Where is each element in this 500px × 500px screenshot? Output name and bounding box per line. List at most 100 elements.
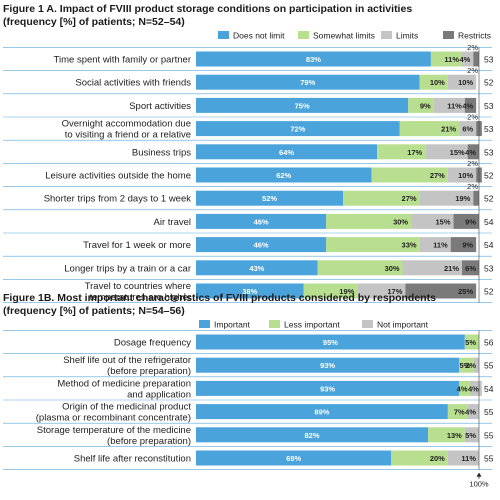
fig1a-data-label: 33% (402, 241, 417, 250)
fig1a-legend-label-2: Limits (396, 31, 418, 41)
fig1a-data-label: 72% (290, 125, 305, 134)
fig1a-data-label: 4% (465, 148, 476, 157)
fig1a-above-label: 2% (467, 159, 478, 168)
fig1a-legend-swatch-1 (298, 31, 309, 39)
fig1b-bar-segment (391, 450, 448, 466)
fig1b-data-label: 4% (465, 408, 476, 417)
fig1a-bar-segment (343, 190, 420, 206)
fig1a-data-label: 9% (465, 217, 476, 226)
fig1b-chart: Important Less important Not important Dosa… (3, 320, 494, 489)
fig1a-data-label: 38% (242, 287, 257, 296)
fig1a-category-label: to visiting a friend or a relative (65, 130, 191, 141)
fig1a-data-label: 19% (339, 287, 354, 296)
fig1b-category-label: (plasma or recombinant concentrate) (36, 413, 191, 424)
fig1a-bar-segment (419, 237, 451, 253)
fig1a-data-label: 25% (458, 287, 473, 296)
fig1a-above-label: 2% (467, 43, 478, 52)
fig1a-bar-segment (411, 213, 454, 229)
fig1a-bar-segment (196, 144, 378, 160)
fig1a-category-label: Overnight accommodation due (62, 119, 191, 130)
fig1b-data-label: 5% (465, 431, 476, 440)
fig1a-category-label: Travel to countries where (85, 281, 191, 292)
fig1a-data-label: 10% (430, 78, 445, 87)
fig1b-data-label: 82% (305, 431, 320, 440)
fig1a-category-label: Social activities with friends (75, 78, 191, 89)
fig1a-category-label: Longer trips by a train or a car (64, 263, 191, 274)
fig1b-data-label: 93% (320, 384, 335, 393)
fig1b-category-label: Shelf life out of the refrigerator (63, 355, 191, 366)
fig1a-above-label: 2% (467, 113, 478, 122)
fig1b-bar-segment (196, 404, 448, 420)
fig1b-bar-segment (196, 427, 429, 443)
fig1a-data-label: 10% (458, 78, 473, 87)
fig1b-data-label: 20% (430, 454, 445, 463)
fig1a-n-label: 53 (484, 101, 494, 111)
fig1a-n-label: 53 (484, 147, 494, 157)
fig1b-category-label: Method of medicine preparation (57, 378, 191, 389)
fig1b-data-label: 13% (447, 431, 462, 440)
fig1a-legend-swatch-2 (381, 31, 392, 39)
fig1b-category-label: Dosage frequency (114, 338, 191, 349)
fig1a-category-label: temperatures are higher (90, 292, 191, 303)
fig1b-n-label: 55 (484, 407, 494, 417)
fig1a-data-label: 46% (254, 217, 269, 226)
fig1a-data-label: 17% (387, 287, 402, 296)
fig1a-bar-segment (371, 167, 448, 183)
fig1b-bar-segment (473, 357, 479, 373)
fig1a-category-label: Business trips (132, 147, 191, 158)
fig1a-data-label: 11% (444, 55, 459, 64)
fig1a-bar-segment (462, 51, 474, 67)
fig1a-bar-segment (462, 260, 479, 276)
fig1a-data-label: 9% (462, 241, 473, 250)
fig1a-n-label: 53 (484, 55, 494, 65)
fig1a-bar-segment (473, 51, 479, 67)
fig1a-bar-segment (419, 190, 474, 206)
fig1b-bar-segment (464, 334, 479, 350)
fig1b-data-label: 5% (459, 361, 470, 370)
fig1a-bar-segment (419, 74, 448, 90)
fig1b-n-label: 54 (484, 384, 494, 394)
fig1a-category-label: Time spent with family or partner (54, 55, 191, 66)
fig1a-data-label: 4% (459, 55, 470, 64)
fig1a-chart: Does not limit Somewhat limits Limits Restr… (3, 31, 494, 303)
fig1b-data-label: 5% (465, 338, 476, 347)
fig1a-bar-segment (317, 260, 403, 276)
fig1a-category-label: Travel for 1 week or more (83, 240, 191, 251)
fig1a-legend-label-3: Restricts (458, 31, 491, 41)
fig1b-title-line2: (frequency [%] of patients; N=54–56) (3, 305, 185, 317)
fig1b-data-label: 93% (320, 361, 335, 370)
fig1a-data-label: 27% (430, 171, 445, 180)
fig1b-axis-end-label: 100% (469, 480, 489, 489)
fig1a-data-label: 4% (462, 101, 473, 110)
fig1a-data-label: 10% (458, 171, 473, 180)
fig1a-data-label: 9% (420, 101, 431, 110)
fig1b-data-label: 4% (468, 384, 479, 393)
fig1b-data-label: 11% (461, 454, 476, 463)
fig1b-data-label: 2% (465, 361, 476, 370)
fig1a-bar-segment (408, 97, 434, 113)
fig1a-data-label: 11% (433, 241, 448, 250)
fig1a-n-label: 52 (484, 171, 494, 181)
fig1a-n-label: 52 (484, 78, 494, 88)
fig1a-data-label: 21% (444, 264, 459, 273)
fig1a-data-label: 52% (262, 194, 277, 203)
fig1a-data-label: 62% (276, 171, 291, 180)
fig1b-category-label: Storage temperature of the medicine (37, 425, 191, 436)
fig1a-legend-label-0: Does not limit (233, 31, 285, 41)
fig1a-data-label: 6% (465, 264, 476, 273)
fig1a-bar-segment (196, 237, 327, 253)
fig1a-bar-segment (196, 97, 409, 113)
fig1b-bar-segment (447, 450, 479, 466)
fig1a-bar-segment (425, 144, 468, 160)
fig1a-data-label: 17% (407, 148, 422, 157)
fig1a-bar-segment (433, 97, 465, 113)
fig1b-bar-segment (196, 380, 460, 396)
fig1a-data-label: 79% (300, 78, 315, 87)
fig1a-legend-swatch-3 (443, 31, 454, 39)
fig1b-n-label: 56 (484, 338, 494, 348)
fig1b-legend-label-2: Not important (377, 320, 429, 330)
fig1a-data-label: 46% (254, 241, 269, 250)
fig1a-n-label: 52 (484, 287, 494, 297)
fig1a-data-label: 43% (249, 264, 264, 273)
